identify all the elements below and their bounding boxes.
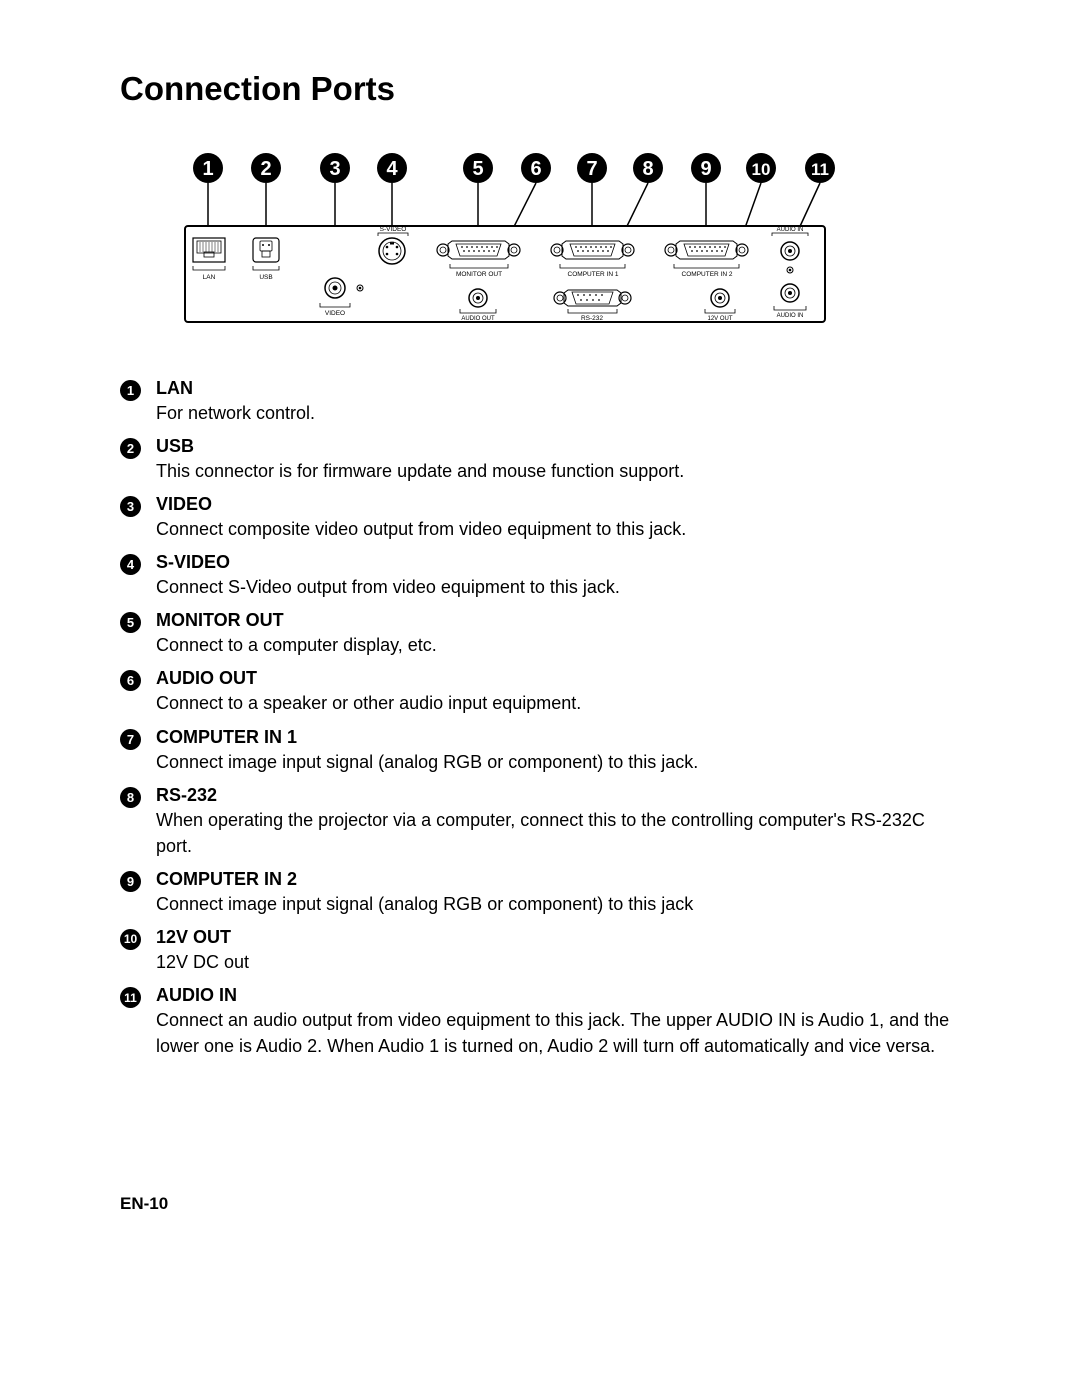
svg-text:LAN: LAN	[203, 274, 216, 281]
port-desc: Connect image input signal (analog RGB o…	[156, 891, 960, 917]
ports-diagram: 1 2 3 4 5	[160, 148, 990, 353]
svg-text:9: 9	[700, 158, 711, 180]
port-title: AUDIO IN	[156, 985, 960, 1006]
port-title: MONITOR OUT	[156, 610, 960, 631]
port-title: COMPUTER IN 1	[156, 727, 960, 748]
svg-text:1: 1	[202, 158, 213, 180]
svg-text:MONITOR OUT: MONITOR OUT	[456, 271, 502, 278]
port-item-5: 5 MONITOR OUT Connect to a computer disp…	[120, 610, 990, 658]
port-badge-7: 7	[120, 729, 141, 750]
port-item-1: 1 LAN For network control.	[120, 378, 990, 426]
svg-text:2: 2	[260, 158, 271, 180]
port-item-11: 11 AUDIO IN Connect an audio output from…	[120, 985, 990, 1059]
port-title: 12V OUT	[156, 927, 960, 948]
port-item-9: 9 COMPUTER IN 2 Connect image input sign…	[120, 869, 990, 917]
port-badge-9: 9	[120, 871, 141, 892]
port-desc: Connect to a computer display, etc.	[156, 632, 960, 658]
port-badge-1: 1	[120, 380, 141, 401]
svg-text:AUDIO OUT: AUDIO OUT	[461, 316, 495, 322]
port-item-6: 6 AUDIO OUT Connect to a speaker or othe…	[120, 668, 990, 716]
svg-text:VIDEO: VIDEO	[325, 310, 345, 317]
port-badge-11: 11	[120, 987, 141, 1008]
svg-text:6: 6	[530, 158, 541, 180]
port-title: AUDIO OUT	[156, 668, 960, 689]
port-item-4: 4 S-VIDEO Connect S-Video output from vi…	[120, 552, 990, 600]
svg-text:11: 11	[811, 160, 829, 179]
port-desc: Connect S-Video output from video equipm…	[156, 574, 960, 600]
port-title: USB	[156, 436, 960, 457]
port-badge-2: 2	[120, 438, 141, 459]
svg-text:AUDIO IN: AUDIO IN	[777, 313, 804, 319]
port-badge-5: 5	[120, 612, 141, 633]
port-item-10: 10 12V OUT 12V DC out	[120, 927, 990, 975]
port-title: LAN	[156, 378, 960, 399]
port-desc: 12V DC out	[156, 949, 960, 975]
svg-text:RS-232: RS-232	[581, 315, 603, 322]
svg-text:5: 5	[472, 158, 483, 180]
svg-text:4: 4	[386, 158, 398, 180]
port-badge-3: 3	[120, 496, 141, 517]
port-title: COMPUTER IN 2	[156, 869, 960, 890]
port-item-2: 2 USB This connector is for firmware upd…	[120, 436, 990, 484]
port-desc: This connector is for firmware update an…	[156, 458, 960, 484]
port-desc: When operating the projector via a compu…	[156, 807, 960, 859]
svg-text:AUDIO IN: AUDIO IN	[777, 227, 804, 233]
port-desc: Connect image input signal (analog RGB o…	[156, 749, 960, 775]
port-item-8: 8 RS-232 When operating the projector vi…	[120, 785, 990, 859]
port-desc: Connect composite video output from vide…	[156, 516, 960, 542]
port-item-3: 3 VIDEO Connect composite video output f…	[120, 494, 990, 542]
port-desc: Connect an audio output from video equip…	[156, 1007, 960, 1059]
svg-text:7: 7	[586, 158, 597, 180]
port-badge-4: 4	[120, 554, 141, 575]
svg-text:USB: USB	[259, 274, 272, 281]
svg-text:S-VIDEO: S-VIDEO	[380, 226, 407, 233]
port-title: VIDEO	[156, 494, 960, 515]
port-item-7: 7 COMPUTER IN 1 Connect image input sign…	[120, 727, 990, 775]
svg-text:3: 3	[329, 158, 340, 180]
port-desc: Connect to a speaker or other audio inpu…	[156, 690, 960, 716]
page-title: Connection Ports	[120, 70, 990, 108]
port-badge-8: 8	[120, 787, 141, 808]
svg-text:8: 8	[642, 158, 653, 180]
port-desc: For network control.	[156, 400, 960, 426]
svg-text:10: 10	[752, 160, 771, 179]
svg-text:COMPUTER IN 2: COMPUTER IN 2	[682, 271, 733, 278]
svg-text:12V OUT: 12V OUT	[707, 316, 732, 322]
page-number: EN-10	[120, 1194, 990, 1214]
port-title: RS-232	[156, 785, 960, 806]
port-list: 1 LAN For network control. 2 USB This co…	[120, 378, 990, 1059]
svg-text:COMPUTER IN 1: COMPUTER IN 1	[568, 271, 619, 278]
port-title: S-VIDEO	[156, 552, 960, 573]
port-badge-10: 10	[120, 929, 141, 950]
page: Connection Ports 1 2 3 4	[0, 0, 1080, 1274]
port-badge-6: 6	[120, 670, 141, 691]
